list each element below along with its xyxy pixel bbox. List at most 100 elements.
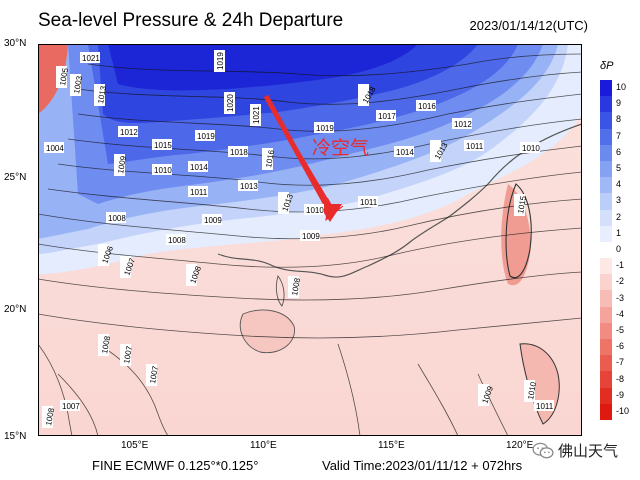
colorbar-tick-label: 6 bbox=[616, 146, 622, 157]
lon-label-115: 115°E bbox=[378, 440, 405, 451]
lat-label-15: 15°N bbox=[4, 431, 27, 442]
isobar-label: 1011 bbox=[466, 142, 484, 151]
model-label: FINE ECMWF 0.125°*0.125° bbox=[92, 458, 259, 473]
isobar-label: 1016 bbox=[418, 102, 436, 111]
coastline bbox=[217, 123, 582, 278]
taiwan-island bbox=[505, 183, 532, 279]
colorbar-swatch bbox=[600, 177, 612, 194]
colorbar-tick-label: -3 bbox=[616, 292, 625, 303]
colorbar-swatch bbox=[600, 387, 612, 405]
isobar-label: 1011 bbox=[190, 188, 208, 197]
colorbar-swatch bbox=[600, 371, 612, 389]
isobar-label: 1019 bbox=[216, 52, 225, 70]
colorbar-swatch bbox=[600, 241, 612, 259]
colorbar-tick-label: -4 bbox=[616, 308, 625, 319]
isobar-label: 1010 bbox=[306, 206, 324, 215]
isobar-label: 1011 bbox=[536, 402, 554, 411]
isobar-label: 1016 bbox=[264, 149, 276, 169]
colorbar-tick-label: 2 bbox=[616, 211, 622, 222]
colorbar-swatch bbox=[600, 355, 612, 372]
isobar-label: 1009 bbox=[204, 216, 222, 225]
isobar-label: 1015 bbox=[516, 195, 528, 215]
isobar-label: 1014 bbox=[190, 163, 208, 172]
isobar-label: 1008 bbox=[100, 335, 112, 355]
colorbar-tick-label: -1 bbox=[616, 260, 625, 271]
isobar-label: 1008 bbox=[108, 214, 126, 223]
departure-band-6 bbox=[108, 44, 418, 91]
isobar-label: 1012 bbox=[454, 120, 472, 129]
isobar-label: 1008 bbox=[44, 407, 56, 427]
colorbar-tick-label: -8 bbox=[616, 373, 625, 384]
isobar-label: 1008 bbox=[290, 277, 302, 297]
isobar-label: 1013 bbox=[240, 182, 258, 191]
colorbar-swatch bbox=[600, 290, 612, 308]
departure-neg-west bbox=[38, 44, 68, 114]
colorbar-tick-label: -10 bbox=[616, 405, 630, 416]
lat-label-25: 25°N bbox=[4, 172, 27, 183]
colorbar-tick-label: -6 bbox=[616, 341, 625, 352]
colorbar-swatch bbox=[600, 322, 612, 340]
chart-title: Sea-level Pressure & 24h Departure bbox=[38, 10, 344, 31]
colorbar-swatch bbox=[600, 209, 612, 227]
leizhou-peninsula bbox=[275, 275, 285, 307]
isobar-label: 1013 bbox=[96, 85, 108, 105]
colorbar-swatch bbox=[600, 80, 612, 97]
isobar-label: 1007 bbox=[148, 365, 160, 385]
isobar-label: 1011 bbox=[360, 198, 378, 207]
colorbar-tick-label: 8 bbox=[616, 114, 622, 125]
colorbar-tick-label: -5 bbox=[616, 324, 625, 335]
isobar-label: 1010 bbox=[522, 144, 540, 153]
colorbar bbox=[600, 80, 612, 421]
brand-label: 佛山天气 bbox=[558, 443, 619, 460]
colorbar-swatch bbox=[600, 128, 612, 146]
colorbar-tick-label: 10 bbox=[616, 82, 627, 93]
isobar-label: 1012 bbox=[120, 128, 138, 137]
isobar-label: 1014 bbox=[396, 148, 414, 157]
wechat-icon bbox=[532, 442, 554, 458]
isobar-label: 1007 bbox=[122, 345, 134, 365]
isobar-label: 1005 bbox=[58, 67, 70, 87]
colorbar-swatch bbox=[600, 160, 612, 178]
colorbar-swatch bbox=[600, 193, 612, 211]
colorbar-tick-label: 3 bbox=[616, 195, 622, 206]
map-frame bbox=[38, 44, 582, 436]
pressure-map: 1021 1019 1020 1021 1018 1005 1003 1013 … bbox=[38, 44, 582, 436]
isobar-label: 1021 bbox=[252, 106, 261, 124]
colorbar-title: δP bbox=[600, 60, 614, 72]
timestamp: 2023/01/14/12(UTC) bbox=[469, 18, 588, 33]
cold-air-label: 冷空气 bbox=[312, 137, 369, 159]
colorbar-swatch bbox=[600, 258, 612, 275]
colorbar-swatch bbox=[600, 274, 612, 291]
isobar-label: 1021 bbox=[82, 54, 100, 63]
valid-time: Valid Time:2023/01/11/12 + 072hrs bbox=[322, 458, 523, 473]
colorbar-tick-label: 4 bbox=[616, 179, 622, 190]
lon-label-110: 110°E bbox=[250, 440, 277, 451]
colorbar-tick-label: 9 bbox=[616, 98, 622, 109]
isobar-label: 1019 bbox=[197, 132, 215, 141]
colorbar-tick-label: 5 bbox=[616, 163, 622, 174]
isobar-label: 1007 bbox=[62, 402, 80, 411]
colorbar-tick-label: 7 bbox=[616, 130, 622, 141]
colorbar-swatch bbox=[600, 96, 612, 113]
cold-air-arrow-shaft bbox=[263, 94, 332, 212]
isobar-label: 1008 bbox=[168, 236, 186, 245]
colorbar-swatch bbox=[600, 403, 612, 421]
colorbar-swatch bbox=[600, 112, 612, 130]
brand: 佛山天气 bbox=[532, 440, 618, 461]
isobar-label: 1017 bbox=[378, 112, 396, 121]
isobar-label: 1004 bbox=[46, 144, 64, 153]
lon-label-105: 105°E bbox=[121, 440, 149, 451]
isobar-label: 1010 bbox=[154, 166, 172, 175]
colorbar-swatch bbox=[600, 144, 612, 162]
isobar-label: 1009 bbox=[116, 155, 128, 175]
isobar-label: 1010 bbox=[526, 381, 538, 401]
lon-label-120: 120°E bbox=[506, 440, 534, 451]
colorbar-swatch bbox=[600, 225, 612, 243]
lat-label-20: 20°N bbox=[4, 304, 27, 315]
isobar-label: 1018 bbox=[230, 148, 248, 157]
colorbar-swatch bbox=[600, 339, 612, 356]
isobar-label: 1020 bbox=[226, 94, 235, 112]
isobar-label: 1009 bbox=[302, 232, 320, 241]
isobar-label: 1019 bbox=[316, 124, 334, 133]
colorbar-tick-label: -9 bbox=[616, 389, 625, 400]
